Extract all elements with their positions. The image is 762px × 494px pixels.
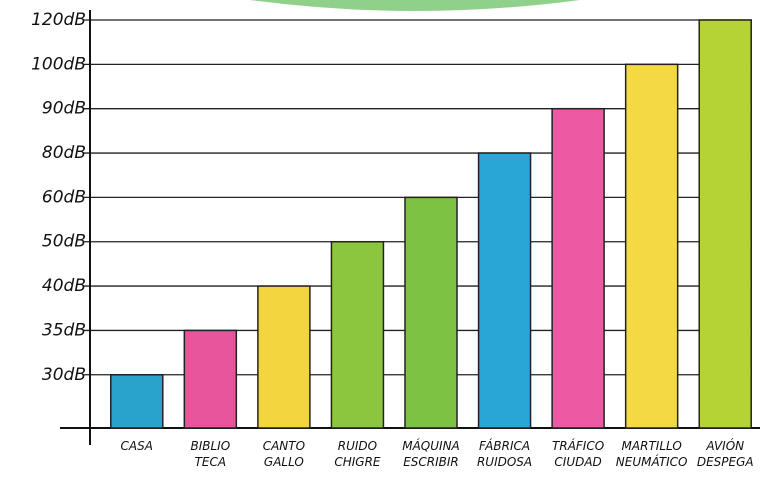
y-tick-label: 80dB — [42, 143, 86, 163]
x-tick-label: TRÁFICO CIUDAD — [541, 438, 615, 470]
x-tick-label: BIBLIO TECA — [173, 438, 247, 470]
y-tick-label: 120dB — [31, 10, 86, 30]
x-tick-label: CANTO GALLO — [247, 438, 321, 470]
x-tick-label: MARTILLO NEUMÁTICO — [615, 438, 689, 470]
bar — [626, 64, 678, 428]
bar — [331, 242, 383, 428]
y-tick-label: 50dB — [42, 232, 86, 252]
y-tick-label: 90dB — [42, 99, 86, 119]
x-tick-label: CASA — [100, 438, 174, 454]
bar — [111, 375, 163, 428]
x-tick-label: FÁBRICA RUIDOSA — [468, 438, 542, 470]
chart-svg: 30dB 35dB 40dB 50dB 60dB 80dB 90dB 100dB 120dB — [0, 0, 762, 494]
x-tick-label: RUIDO CHIGRE — [320, 438, 394, 470]
bar — [258, 286, 310, 428]
bar — [479, 153, 531, 428]
bar — [552, 109, 604, 428]
x-tick-label: AVIÓN DESPEGA — [688, 438, 762, 470]
chart: 30dB 35dB 40dB 50dB 60dB 80dB 90dB 100dB 120dB C… — [0, 0, 762, 494]
x-tick-label: MÁQUINA ESCRIBIR — [394, 438, 468, 470]
y-tick-label: 35dB — [42, 320, 86, 340]
bar — [184, 330, 236, 428]
decoration — [250, 0, 580, 11]
y-tick-label: 30dB — [42, 365, 86, 385]
y-tick-label: 40dB — [42, 276, 86, 296]
bar — [699, 20, 751, 428]
bar — [405, 197, 457, 428]
y-tick-label: 60dB — [42, 187, 86, 207]
y-tick-label: 100dB — [31, 54, 86, 74]
